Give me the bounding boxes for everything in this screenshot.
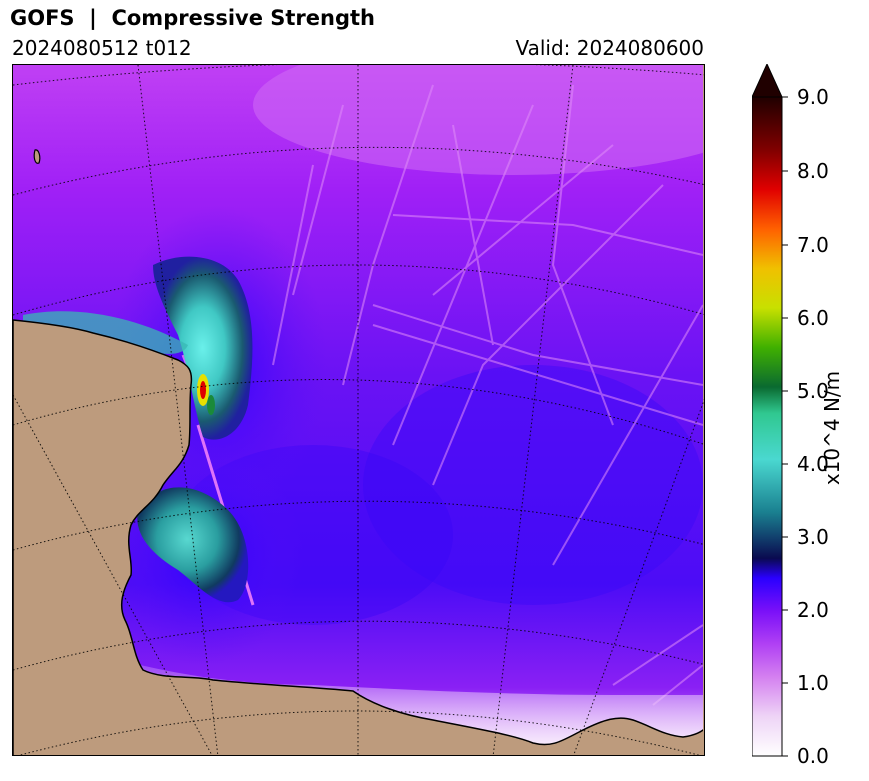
colorbar-tick: 8.0 xyxy=(797,159,829,183)
colorbar-tick: 0.0 xyxy=(797,744,829,768)
graticule xyxy=(13,65,704,755)
colorbar-tick: 1.0 xyxy=(797,671,829,695)
colorbar xyxy=(751,62,792,761)
map-title: GOFS | Compressive Strength xyxy=(10,6,375,30)
colorbar-tick: 3.0 xyxy=(797,525,829,549)
colorbar-ramp xyxy=(751,96,783,757)
run-time-label: 2024080512 t012 xyxy=(12,36,192,60)
compression-patch xyxy=(153,256,253,440)
colorbar-tick: 4.0 xyxy=(797,452,829,476)
map-canvas xyxy=(13,65,704,755)
colorbar-svg xyxy=(751,62,788,757)
valid-time-label: Valid: 2024080600 xyxy=(515,36,704,60)
colorbar-tick: 2.0 xyxy=(797,598,829,622)
colorbar-tick: 5.0 xyxy=(797,379,829,403)
map-panel xyxy=(12,64,705,756)
colorbar-tick: 9.0 xyxy=(797,85,829,109)
colorbar-extend-arrow xyxy=(751,62,783,98)
colorbar-tick: 6.0 xyxy=(797,306,829,330)
colorbar-tick: 7.0 xyxy=(797,233,829,257)
compression-patch xyxy=(137,487,249,603)
land-mass xyxy=(13,319,704,755)
island xyxy=(33,149,41,164)
colorbar-label: x10^4 N/m xyxy=(820,370,844,486)
